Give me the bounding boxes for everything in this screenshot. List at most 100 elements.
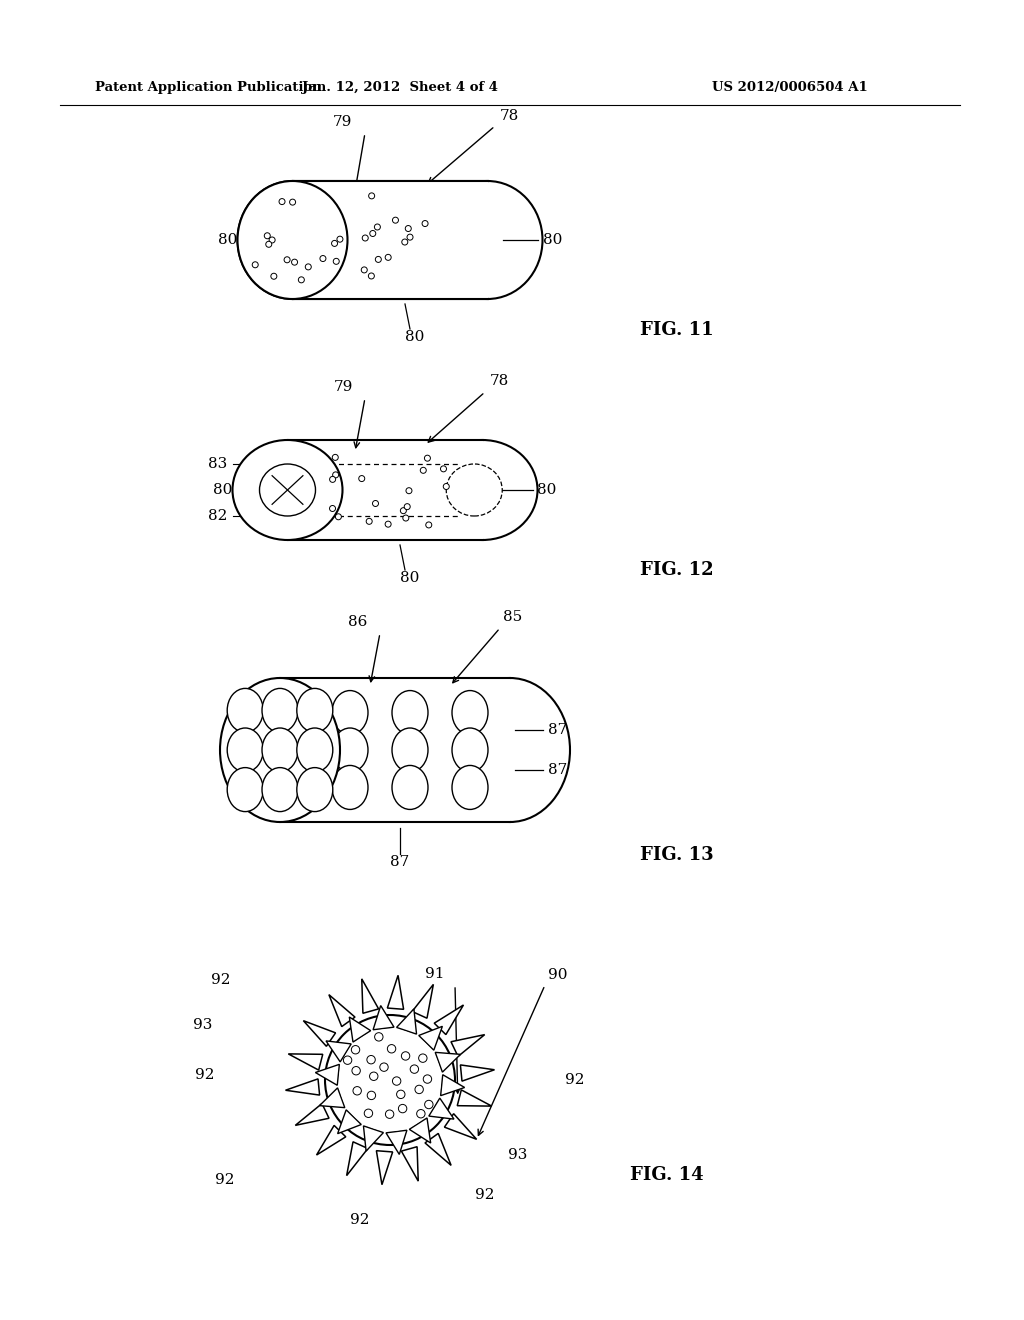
Circle shape [422, 220, 428, 227]
Ellipse shape [446, 465, 502, 516]
Polygon shape [361, 979, 379, 1014]
Text: US 2012/0006504 A1: US 2012/0006504 A1 [712, 82, 868, 95]
Ellipse shape [332, 766, 368, 809]
Circle shape [387, 1044, 395, 1053]
Text: 92: 92 [211, 973, 230, 987]
Circle shape [252, 261, 258, 268]
Text: 83: 83 [208, 457, 227, 471]
Circle shape [336, 513, 341, 520]
Circle shape [264, 232, 270, 239]
Text: 92: 92 [350, 1213, 370, 1228]
Circle shape [343, 1056, 352, 1064]
Polygon shape [429, 1098, 454, 1119]
Circle shape [380, 1063, 388, 1072]
Circle shape [402, 515, 409, 521]
Ellipse shape [232, 440, 342, 540]
Circle shape [370, 231, 376, 236]
Circle shape [406, 487, 412, 494]
Text: 85: 85 [503, 610, 522, 624]
Circle shape [333, 259, 339, 264]
Ellipse shape [427, 440, 538, 540]
Polygon shape [315, 1064, 339, 1085]
Circle shape [373, 500, 379, 507]
Text: 93: 93 [193, 1018, 212, 1032]
Circle shape [353, 1086, 361, 1096]
Circle shape [305, 264, 311, 269]
Circle shape [443, 483, 450, 490]
Circle shape [423, 1074, 432, 1084]
Text: 93: 93 [508, 1148, 527, 1162]
Text: 87: 87 [548, 723, 567, 737]
Text: Patent Application Publication: Patent Application Publication [95, 82, 322, 95]
Text: 79: 79 [333, 115, 352, 129]
Text: FIG. 11: FIG. 11 [640, 321, 714, 339]
Text: 80: 80 [538, 483, 557, 498]
Circle shape [269, 238, 275, 243]
Polygon shape [386, 1130, 407, 1155]
Text: 80: 80 [543, 234, 562, 247]
Text: 82: 82 [208, 510, 227, 523]
Polygon shape [338, 1110, 361, 1134]
Text: 92: 92 [196, 1068, 215, 1082]
Polygon shape [326, 1041, 351, 1061]
Ellipse shape [220, 678, 340, 822]
Polygon shape [387, 975, 403, 1010]
Text: FIG. 12: FIG. 12 [640, 561, 714, 579]
Circle shape [290, 199, 296, 205]
Circle shape [375, 224, 380, 230]
Circle shape [368, 1092, 376, 1100]
Polygon shape [440, 1074, 465, 1096]
Circle shape [367, 1056, 375, 1064]
Circle shape [351, 1045, 359, 1053]
Ellipse shape [392, 766, 428, 809]
Text: 80: 80 [213, 483, 232, 498]
Text: 86: 86 [347, 615, 367, 630]
Polygon shape [425, 1134, 452, 1166]
Ellipse shape [262, 689, 298, 733]
Circle shape [426, 521, 432, 528]
Circle shape [392, 218, 398, 223]
Ellipse shape [227, 729, 263, 772]
Text: 92: 92 [565, 1073, 585, 1086]
Circle shape [376, 256, 381, 263]
Text: 78: 78 [490, 374, 509, 388]
Circle shape [404, 504, 411, 510]
Text: 80: 80 [218, 234, 238, 247]
Polygon shape [316, 1126, 346, 1155]
Circle shape [369, 193, 375, 199]
Polygon shape [461, 1065, 495, 1081]
Polygon shape [293, 181, 487, 300]
Ellipse shape [297, 768, 333, 812]
Circle shape [440, 466, 446, 471]
Circle shape [330, 477, 336, 482]
Circle shape [407, 234, 413, 240]
Ellipse shape [238, 181, 347, 300]
Text: 87: 87 [223, 729, 242, 742]
Circle shape [411, 1065, 419, 1073]
Ellipse shape [332, 690, 368, 734]
Ellipse shape [392, 690, 428, 734]
Text: FIG. 13: FIG. 13 [640, 846, 714, 865]
Polygon shape [396, 1008, 417, 1034]
Polygon shape [329, 995, 355, 1027]
Text: 92: 92 [215, 1173, 234, 1187]
Circle shape [284, 257, 290, 263]
Circle shape [337, 236, 343, 242]
Circle shape [420, 467, 426, 474]
Text: 91: 91 [426, 968, 445, 981]
Polygon shape [435, 1052, 461, 1072]
Circle shape [398, 1105, 407, 1113]
Polygon shape [319, 1088, 345, 1107]
Text: FIG. 14: FIG. 14 [630, 1166, 703, 1184]
Circle shape [325, 1015, 455, 1144]
Circle shape [417, 1110, 425, 1118]
Circle shape [396, 1090, 406, 1098]
Circle shape [298, 277, 304, 282]
Circle shape [319, 256, 326, 261]
Polygon shape [288, 440, 482, 540]
Text: 80: 80 [400, 572, 420, 585]
Text: 79: 79 [334, 380, 353, 393]
Ellipse shape [297, 729, 333, 772]
Text: 92: 92 [475, 1188, 495, 1203]
Circle shape [292, 259, 298, 265]
